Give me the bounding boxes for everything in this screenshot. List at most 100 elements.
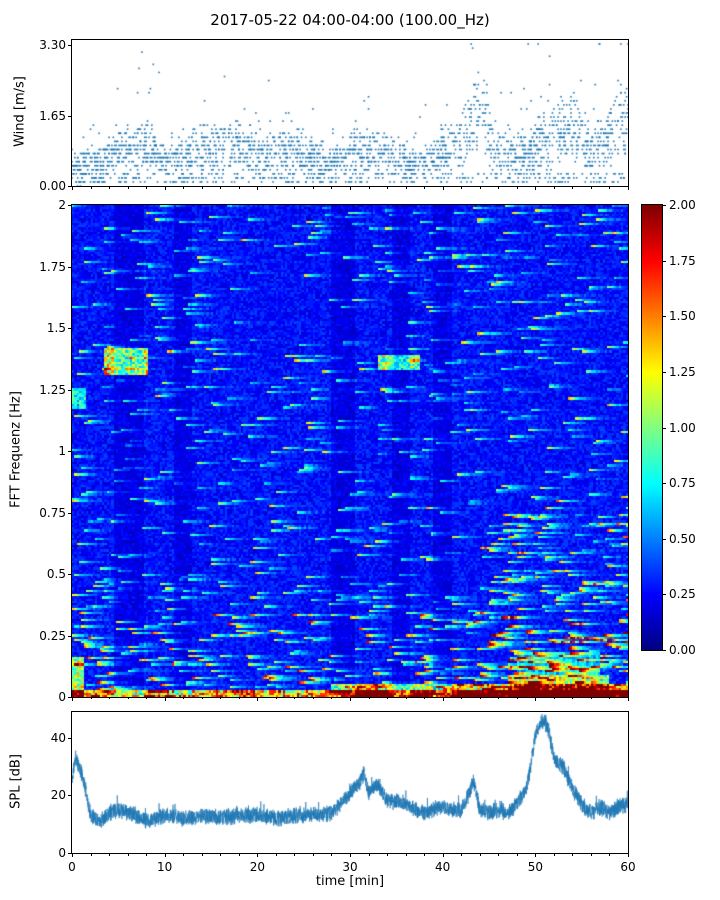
- colorbar-tick-label: 1.75: [669, 253, 696, 268]
- time-xtick-label: 20: [249, 860, 265, 874]
- colorbar-tick-label: 1.00: [669, 420, 696, 435]
- axis-tick: [201, 697, 203, 699]
- axis-tick: [553, 697, 555, 699]
- fft-ytick-label: 1.75: [39, 259, 66, 274]
- axis-tick: [201, 853, 203, 856]
- axis-tick: [68, 115, 72, 117]
- axis-tick: [275, 186, 277, 189]
- axis-tick: [628, 853, 629, 857]
- axis-tick: [220, 853, 222, 856]
- colorbar-tick-label: 0.00: [669, 643, 696, 657]
- axis-tick: [68, 512, 72, 514]
- axis-tick: [275, 697, 277, 699]
- axis-tick: [662, 483, 666, 485]
- fft-ytick-label: 0.75: [39, 505, 66, 520]
- axis-tick: [368, 186, 370, 189]
- axis-tick: [72, 186, 73, 190]
- axis-tick: [572, 853, 574, 856]
- axis-tick: [68, 635, 72, 637]
- axis-tick: [109, 697, 111, 699]
- axis-tick: [628, 697, 629, 701]
- fft-ytick-label: 0: [58, 690, 66, 704]
- axis-tick: [127, 186, 129, 189]
- spl-ytick-label: 20: [50, 788, 66, 803]
- spectrogram-frame: [71, 204, 629, 698]
- axis-tick: [68, 328, 72, 329]
- axis-tick: [498, 697, 500, 699]
- axis-tick: [183, 697, 185, 699]
- axis-tick: [68, 266, 72, 268]
- axis-tick: [68, 795, 72, 797]
- wind-scatter-canvas: [72, 40, 628, 186]
- axis-tick: [405, 697, 407, 699]
- axis-tick: [572, 697, 574, 699]
- axis-tick: [405, 853, 407, 856]
- spectrogram-canvas: [72, 205, 628, 697]
- axis-tick: [516, 853, 518, 856]
- axis-tick: [609, 697, 611, 699]
- axis-tick: [164, 853, 166, 857]
- axis-tick: [461, 697, 463, 699]
- axis-tick: [368, 697, 370, 699]
- axis-tick: [146, 697, 148, 699]
- axis-tick: [146, 186, 148, 189]
- colorbar-tick-label: 0.25: [669, 587, 696, 602]
- axis-tick: [238, 853, 240, 856]
- time-xtick-label: 10: [157, 860, 173, 874]
- axis-tick: [498, 853, 500, 856]
- axis-tick: [553, 853, 555, 856]
- axis-tick: [90, 186, 92, 189]
- axis-tick: [662, 650, 666, 651]
- axis-tick: [662, 538, 666, 540]
- axis-tick: [572, 186, 574, 189]
- axis-tick: [590, 853, 592, 856]
- axis-tick: [312, 186, 314, 189]
- axis-tick: [68, 697, 72, 698]
- axis-tick: [127, 697, 129, 699]
- axis-tick: [109, 186, 111, 189]
- spl-plot-frame: [71, 711, 629, 854]
- axis-tick: [68, 737, 72, 739]
- axis-tick: [68, 389, 72, 391]
- wind-ytick-label: 0.00: [39, 179, 66, 193]
- axis-tick: [424, 697, 426, 699]
- time-xtick-label: 60: [620, 860, 636, 874]
- fft-ytick-label: 2: [58, 198, 66, 212]
- axis-tick: [442, 697, 444, 701]
- axis-tick: [90, 853, 92, 856]
- axis-tick: [662, 260, 666, 262]
- spl-ytick-label: 0: [58, 846, 66, 860]
- axis-tick: [590, 697, 592, 699]
- wind-plot-frame: [71, 39, 629, 187]
- colorbar-frame: [641, 204, 663, 651]
- axis-tick: [68, 574, 72, 575]
- axis-tick: [516, 697, 518, 699]
- axis-tick: [461, 853, 463, 856]
- axis-tick: [90, 697, 92, 699]
- fft-ytick-label: 0.25: [39, 628, 66, 643]
- axis-tick: [127, 853, 129, 856]
- time-xtick-label: 50: [527, 860, 543, 874]
- axis-tick: [183, 853, 185, 856]
- axis-tick: [479, 853, 481, 856]
- axis-tick: [535, 853, 537, 857]
- time-xtick-label: 30: [342, 860, 358, 874]
- fft-ytick-label: 1.25: [39, 382, 66, 397]
- colorbar-tick-label: 1.25: [669, 364, 696, 379]
- axis-tick: [662, 594, 666, 596]
- axis-tick: [609, 186, 611, 189]
- axis-tick: [294, 853, 296, 856]
- axis-tick: [479, 186, 481, 189]
- axis-tick: [68, 186, 72, 187]
- axis-tick: [387, 186, 389, 189]
- axis-tick: [662, 427, 666, 429]
- axis-tick: [662, 371, 666, 373]
- axis-tick: [535, 697, 537, 701]
- colorbar-tick-label: 1.50: [669, 309, 696, 324]
- axis-tick: [331, 697, 333, 699]
- axis-tick: [68, 45, 72, 47]
- axis-tick: [72, 697, 73, 701]
- axis-tick: [312, 853, 314, 856]
- figure-title: 2017-05-22 04:00-04:00 (100.00_Hz): [210, 11, 490, 29]
- axis-tick: [387, 697, 389, 699]
